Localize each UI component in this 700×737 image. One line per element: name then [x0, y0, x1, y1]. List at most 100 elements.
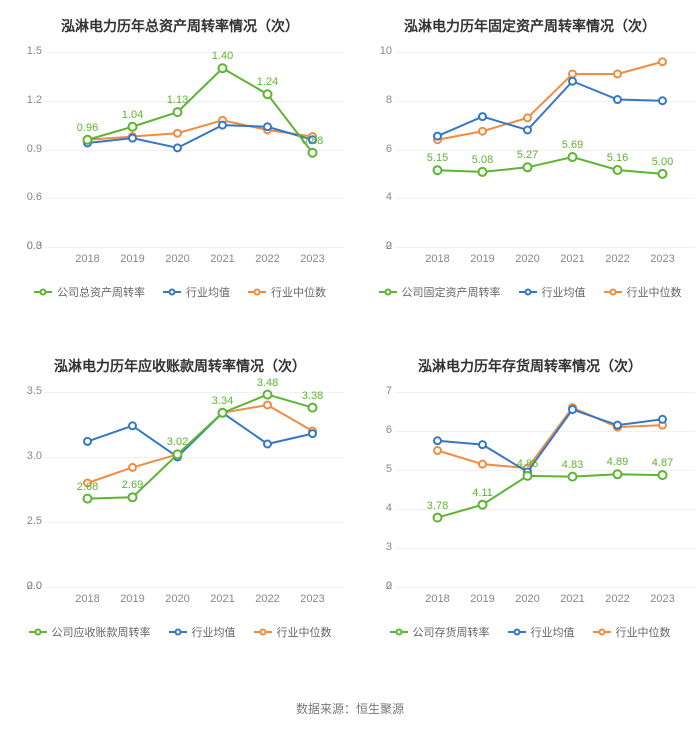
chart-title: 泓淋电力历年应收账款周转率情况（次） — [10, 350, 350, 382]
y-tick-label: 6 — [362, 143, 392, 155]
chart-title: 泓淋电力历年总资产周转率情况（次） — [10, 10, 350, 42]
data-label: 0.88 — [302, 135, 323, 147]
marker-industry_median — [129, 464, 136, 471]
chart-receivable: 泓淋电力历年应收账款周转率情况（次）0.02.02.53.03.52018201… — [10, 350, 350, 680]
chart-fixed_asset: 泓淋电力历年固定资产周转率情况（次）0246810201820192020202… — [360, 10, 700, 340]
legend-item-industry_median: 行业中位数 — [593, 624, 671, 640]
legend-label: 行业均值 — [192, 624, 236, 640]
marker-industry_mean — [129, 422, 136, 429]
marker-company — [84, 495, 92, 503]
marker-company — [614, 166, 622, 174]
data-label: 3.78 — [427, 500, 448, 512]
legend-item-company: 公司总资产周转率 — [34, 284, 145, 300]
legend-item-industry_median: 行业中位数 — [248, 284, 326, 300]
data-label: 5.08 — [472, 154, 493, 166]
data-label: 5.27 — [517, 149, 538, 161]
marker-industry_median — [479, 128, 486, 135]
marker-industry_median — [479, 461, 486, 468]
y-tick-label: 3 — [362, 541, 392, 553]
marker-industry_median — [524, 114, 531, 121]
data-source: 数据来源：恒生聚源 — [0, 690, 700, 737]
y-tick-label: 0.3 — [12, 240, 42, 252]
y-tick-label: 2 — [362, 240, 392, 252]
data-label: 2.69 — [122, 479, 143, 491]
marker-industry_mean — [569, 406, 576, 413]
legend: 公司应收账款周转率 行业均值 行业中位数 — [10, 624, 350, 640]
data-label: 5.15 — [427, 152, 448, 164]
legend-item-company: 公司应收账款周转率 — [29, 624, 151, 640]
marker-industry_mean — [129, 135, 136, 142]
legend-label: 行业中位数 — [277, 624, 332, 640]
y-tick-label: 2.5 — [12, 515, 42, 527]
plot-area: 02345672018201920202021202220233.784.114… — [395, 382, 695, 612]
marker-industry_mean — [479, 113, 486, 120]
marker-industry_mean — [174, 144, 181, 151]
y-tick-label: 1.5 — [12, 45, 42, 57]
chart-grid: 泓淋电力历年总资产周转率情况（次）0.00.30.60.91.21.520182… — [0, 0, 700, 690]
legend-label: 行业均值 — [186, 284, 230, 300]
chart-total_asset: 泓淋电力历年总资产周转率情况（次）0.00.30.60.91.21.520182… — [10, 10, 350, 340]
plot-area: 0.00.30.60.91.21.52018201920202021202220… — [45, 42, 345, 272]
y-tick-label: 6 — [362, 424, 392, 436]
legend-label: 行业均值 — [542, 284, 586, 300]
data-label: 1.13 — [167, 94, 188, 106]
data-label: 3.48 — [257, 377, 278, 389]
legend-item-industry_mean: 行业均值 — [169, 624, 236, 640]
marker-company — [309, 404, 317, 412]
marker-company — [569, 153, 577, 161]
marker-company — [84, 136, 92, 144]
legend-label: 行业均值 — [531, 624, 575, 640]
marker-industry_mean — [479, 441, 486, 448]
plot-area: 02468102018201920202021202220235.155.085… — [395, 42, 695, 272]
marker-industry_median — [614, 70, 621, 77]
marker-industry_mean — [264, 123, 271, 130]
marker-company — [434, 514, 442, 522]
marker-company — [174, 108, 182, 116]
series-line-industry_mean — [438, 81, 663, 136]
marker-company — [614, 470, 622, 478]
data-label: 4.89 — [607, 456, 628, 468]
data-label: 3.34 — [212, 395, 233, 407]
marker-company — [479, 501, 487, 509]
legend: 公司存货周转率 行业均值 行业中位数 — [360, 624, 700, 640]
legend-item-industry_mean: 行业均值 — [163, 284, 230, 300]
legend-label: 行业中位数 — [271, 284, 326, 300]
series-line-industry_median — [88, 405, 313, 483]
data-label: 0.96 — [77, 122, 98, 134]
marker-industry_mean — [569, 78, 576, 85]
chart-title: 泓淋电力历年固定资产周转率情况（次） — [360, 10, 700, 42]
data-label: 3.02 — [167, 436, 188, 448]
marker-company — [524, 163, 532, 171]
chart-inventory: 泓淋电力历年存货周转率情况（次）023456720182019202020212… — [360, 350, 700, 680]
data-label: 3.38 — [302, 390, 323, 402]
y-tick-label: 10 — [362, 45, 392, 57]
marker-company — [264, 391, 272, 399]
marker-company — [524, 472, 532, 480]
y-tick-label: 0.6 — [12, 191, 42, 203]
legend-label: 行业中位数 — [627, 284, 682, 300]
plot-area: 0.02.02.53.03.52018201920202021202220232… — [45, 382, 345, 612]
marker-industry_median — [264, 402, 271, 409]
legend: 公司总资产周转率 行业均值 行业中位数 — [10, 284, 350, 300]
legend-label: 公司存货周转率 — [413, 624, 490, 640]
marker-company — [219, 409, 227, 417]
marker-company — [174, 450, 182, 458]
legend-label: 公司应收账款周转率 — [52, 624, 151, 640]
y-tick-label: 2.0 — [12, 580, 42, 592]
marker-industry_median — [569, 70, 576, 77]
marker-company — [309, 149, 317, 157]
y-tick-label: 3.5 — [12, 385, 42, 397]
marker-industry_mean — [84, 438, 91, 445]
data-label: 5.16 — [607, 152, 628, 164]
data-label: 5.69 — [562, 139, 583, 151]
marker-industry_mean — [659, 97, 666, 104]
marker-industry_mean — [614, 422, 621, 429]
legend-item-industry_median: 行业中位数 — [254, 624, 332, 640]
data-label: 1.04 — [122, 109, 143, 121]
marker-industry_mean — [309, 430, 316, 437]
legend-label: 公司总资产周转率 — [57, 284, 145, 300]
chart-title: 泓淋电力历年存货周转率情况（次） — [360, 350, 700, 382]
legend-label: 公司固定资产周转率 — [402, 284, 501, 300]
legend-label: 行业中位数 — [616, 624, 671, 640]
y-tick-label: 7 — [362, 385, 392, 397]
